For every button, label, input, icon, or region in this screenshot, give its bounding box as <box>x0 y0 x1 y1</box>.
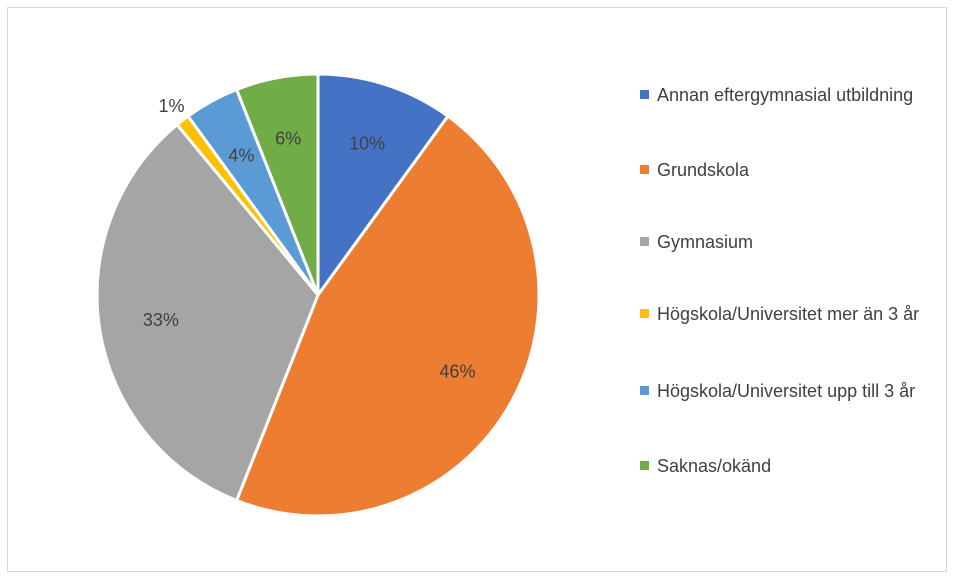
legend-item-saknas: Saknas/okänd <box>640 453 947 480</box>
legend-label: Grundskola <box>657 160 750 180</box>
legend-label: Gymnasium <box>657 232 754 252</box>
legend-label: Saknas/okänd <box>657 456 772 476</box>
legend-item-annan: Annan eftergymnasial utbildning <box>640 82 947 109</box>
data-label: 46% <box>439 362 475 382</box>
pie-slice <box>234 72 320 296</box>
legend-swatch <box>640 386 649 395</box>
data-label: 4% <box>228 146 254 166</box>
pie-slice <box>316 72 450 300</box>
data-label: 10% <box>349 134 385 154</box>
legend-swatch <box>640 237 649 246</box>
legend-label: Annan eftergymnasial utbildning <box>657 85 914 105</box>
legend-item-gymnasium: Gymnasium <box>640 229 947 256</box>
pie-slice <box>95 122 320 503</box>
pie-slices <box>95 72 541 518</box>
legend-swatch <box>640 461 649 470</box>
legend-label: Högskola/Universitet upp till 3 år <box>657 381 916 401</box>
data-label: 1% <box>159 96 185 116</box>
legend-item-grundskola: Grundskola <box>640 157 947 184</box>
data-labels: 10% 46% 33% 1% 4% 6% <box>143 96 476 382</box>
pie-slice <box>234 114 541 518</box>
legend-label: Högskola/Universitet mer än 3 år <box>657 304 920 324</box>
legend-item-hogskola-upp: Högskola/Universitet upp till 3 år <box>640 378 947 405</box>
legend-swatch <box>640 309 649 318</box>
legend-item-hogskola-mer: Högskola/Universitet mer än 3 år <box>640 301 947 328</box>
data-label: 33% <box>143 310 179 330</box>
data-label: 6% <box>275 129 301 149</box>
legend-swatch <box>640 165 649 174</box>
legend-swatch <box>640 90 649 99</box>
